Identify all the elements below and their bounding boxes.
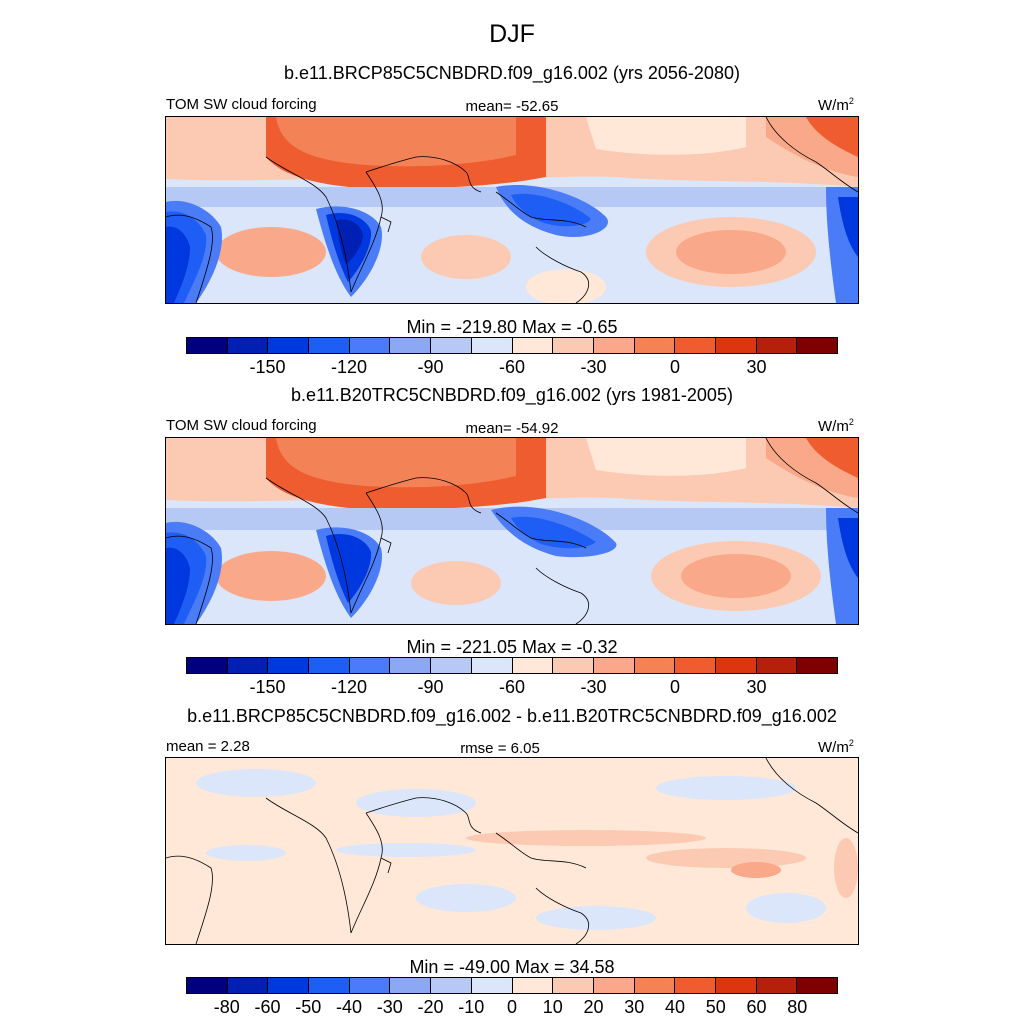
panel-1-units: W/m2 bbox=[818, 96, 854, 114]
colorbar-segment bbox=[227, 658, 269, 673]
colorbar-tick-label: -120 bbox=[330, 357, 368, 377]
colorbar-segment bbox=[227, 978, 269, 993]
colorbar-segment bbox=[634, 978, 676, 993]
colorbar-segment bbox=[431, 978, 472, 993]
colorbar-tick-label: 0 bbox=[669, 677, 681, 697]
colorbar-segment bbox=[471, 658, 513, 673]
panel-2-field-label: TOM SW cloud forcing bbox=[166, 417, 317, 434]
colorbar-tick-label: -60 bbox=[498, 357, 526, 377]
colorbar-segment bbox=[390, 658, 432, 673]
colorbar-segment bbox=[675, 658, 716, 673]
colorbar-tick-label: 0 bbox=[669, 357, 681, 377]
colorbar-segment bbox=[553, 978, 594, 993]
colorbar-segment bbox=[187, 658, 228, 673]
colorbar-segment bbox=[553, 338, 594, 353]
colorbar-tick-label: 50 bbox=[705, 997, 726, 1017]
colorbar-segment bbox=[634, 658, 676, 673]
colorbar-segment bbox=[471, 338, 513, 353]
colorbar-tick-label: 30 bbox=[746, 677, 767, 697]
colorbar-tick-label: -50 bbox=[295, 997, 322, 1017]
colorbar-tick-label: -40 bbox=[335, 997, 363, 1017]
colorbar-segment bbox=[349, 658, 391, 673]
panel-1-field-label: TOM SW cloud forcing bbox=[166, 96, 317, 113]
colorbar-segment bbox=[431, 338, 472, 353]
colorbar-segment bbox=[756, 658, 798, 673]
panel-1-map bbox=[165, 116, 859, 304]
panel-1-title: b.e11.BRCP85C5CNBDRD.f09_g16.002 (yrs 20… bbox=[284, 63, 740, 83]
colorbar-segment bbox=[268, 978, 310, 993]
panel-3-minmax: Min = -49.00 Max = 34.58 bbox=[409, 957, 615, 977]
panel-2-mean-label: mean= -54.92 bbox=[465, 420, 559, 437]
panel-2-title: b.e11.B20TRC5CNBDRD.f09_g16.002 (yrs 198… bbox=[291, 385, 733, 405]
colorbar-segment bbox=[309, 338, 350, 353]
panel-3-mean-label: mean = 2.28 bbox=[166, 738, 250, 755]
colorbar-tick-label: -150 bbox=[249, 677, 286, 697]
colorbar-tick-label: 30 bbox=[746, 357, 767, 377]
colorbar-segment bbox=[349, 338, 391, 353]
colorbar-tick-label: -90 bbox=[417, 677, 444, 697]
colorbar-segment bbox=[715, 978, 757, 993]
panel-2-colorbar bbox=[186, 657, 838, 674]
panel-3-rmse-label: rmse = 6.05 bbox=[460, 740, 540, 757]
colorbar-segment bbox=[715, 338, 757, 353]
colorbar-segment bbox=[756, 978, 798, 993]
colorbar-segment bbox=[715, 658, 757, 673]
colorbar-tick-label: -20 bbox=[417, 997, 444, 1017]
panel-1-minmax: Min = -219.80 Max = -0.65 bbox=[406, 317, 618, 337]
colorbar-tick-label: 40 bbox=[664, 997, 686, 1017]
panel-2-minmax: Min = -221.05 Max = -0.32 bbox=[406, 637, 618, 657]
panel-3-colorbar bbox=[186, 977, 838, 994]
colorbar-segment bbox=[431, 658, 472, 673]
colorbar-segment bbox=[268, 658, 310, 673]
colorbar-segment bbox=[675, 338, 716, 353]
colorbar-tick-label: 80 bbox=[787, 997, 808, 1017]
colorbar-segment bbox=[309, 658, 350, 673]
panel-3-units: W/m2 bbox=[818, 738, 854, 756]
colorbar-segment bbox=[797, 658, 837, 673]
colorbar-segment bbox=[471, 978, 513, 993]
colorbar-tick-label: 20 bbox=[583, 997, 604, 1017]
colorbar-tick-label: -30 bbox=[580, 677, 607, 697]
colorbar-segment bbox=[512, 978, 554, 993]
colorbar-tick-label: -150 bbox=[249, 357, 286, 377]
colorbar-segment bbox=[593, 658, 635, 673]
colorbar-segment bbox=[756, 338, 798, 353]
colorbar-segment bbox=[512, 658, 554, 673]
colorbar-segment bbox=[593, 338, 635, 353]
colorbar-tick-label: -60 bbox=[254, 997, 281, 1017]
colorbar-tick-label: 10 bbox=[542, 997, 563, 1017]
panel-2-map bbox=[165, 437, 859, 625]
colorbar-tick-label: -60 bbox=[498, 677, 526, 697]
colorbar-segment bbox=[634, 338, 676, 353]
colorbar-segment bbox=[512, 338, 554, 353]
colorbar-tick-label: -80 bbox=[213, 997, 240, 1017]
panel-3-title: b.e11.BRCP85C5CNBDRD.f09_g16.002 - b.e11… bbox=[187, 706, 837, 726]
colorbar-tick-label: -90 bbox=[417, 357, 444, 377]
colorbar-segment bbox=[268, 338, 310, 353]
colorbar-segment bbox=[349, 978, 391, 993]
panel-3-map bbox=[165, 757, 859, 945]
panel-1-colorbar bbox=[186, 337, 838, 354]
colorbar-tick-label: 0 bbox=[506, 997, 518, 1017]
colorbar-tick-label: -120 bbox=[330, 677, 368, 697]
colorbar-segment bbox=[390, 338, 432, 353]
panel-1-mean-label: mean= -52.65 bbox=[465, 98, 559, 115]
panel-2-units: W/m2 bbox=[818, 417, 854, 435]
colorbar-segment bbox=[227, 338, 269, 353]
colorbar-segment bbox=[553, 658, 594, 673]
colorbar-segment bbox=[187, 978, 228, 993]
main-title: DJF bbox=[489, 20, 535, 48]
colorbar-tick-label: 30 bbox=[624, 997, 645, 1017]
colorbar-segment bbox=[187, 338, 228, 353]
colorbar-segment bbox=[309, 978, 350, 993]
colorbar-segment bbox=[675, 978, 716, 993]
colorbar-tick-label: -10 bbox=[458, 997, 485, 1017]
colorbar-segment bbox=[593, 978, 635, 993]
colorbar-tick-label: -30 bbox=[580, 357, 607, 377]
colorbar-segment bbox=[797, 338, 837, 353]
colorbar-segment bbox=[390, 978, 432, 993]
colorbar-tick-label: -30 bbox=[376, 997, 403, 1017]
colorbar-segment bbox=[797, 978, 837, 993]
colorbar-tick-label: 60 bbox=[746, 997, 767, 1017]
